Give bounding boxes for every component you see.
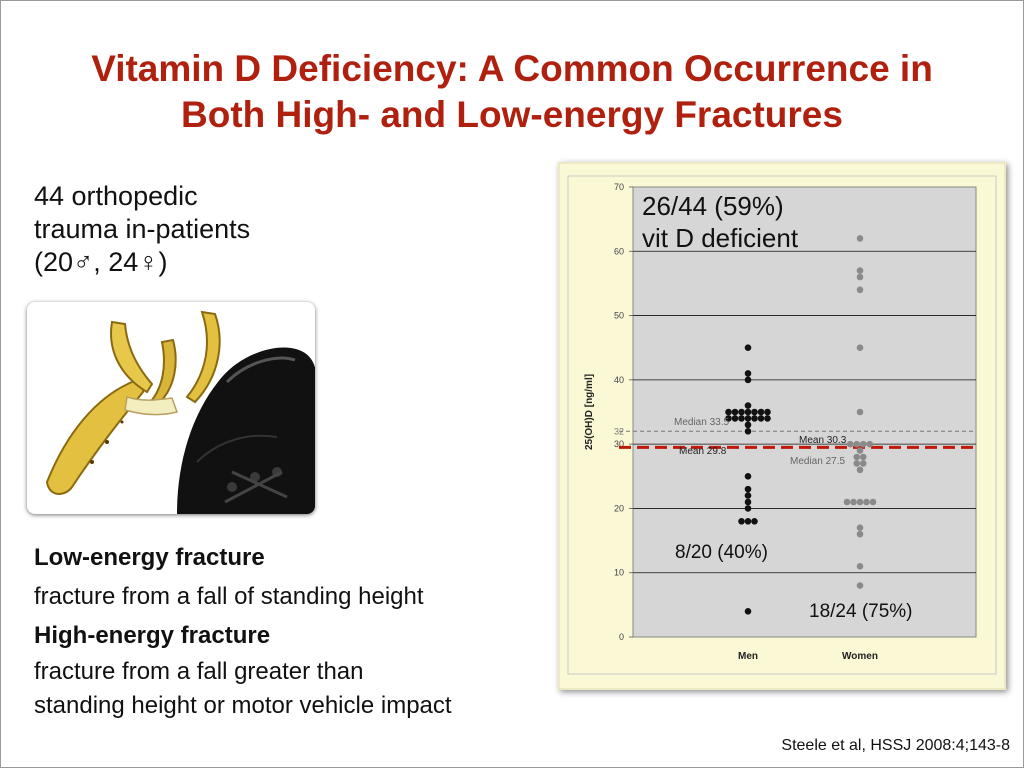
title-line-1: Vitamin D Deficiency: A Common Occurrenc… (91, 48, 933, 89)
data-point-men (764, 408, 771, 416)
data-point-men (744, 517, 752, 525)
data-point-women (853, 453, 861, 461)
data-point-men (731, 408, 739, 416)
data-point-women (856, 524, 864, 532)
data-point-men (744, 607, 752, 615)
vitamin-d-scatter-chart: 0 10 20 30 40 50 60 70 25(OH)D [ng/ml] Men Women… (558, 162, 1006, 690)
median-men-label: Median 33.5 (674, 417, 729, 428)
men-deficiency-annotation: 8/20 (40%) (675, 542, 768, 563)
y-tick-label: 0 (619, 632, 624, 642)
data-point-men (738, 408, 745, 416)
data-point-men (764, 415, 771, 422)
data-points (725, 235, 877, 615)
data-point-women (856, 273, 864, 281)
cohort-line-2: trauma in-patients (34, 214, 251, 244)
data-point-women (856, 286, 864, 294)
x-axis-categories: Men Women (738, 651, 878, 662)
data-point-men (744, 498, 752, 506)
data-point-women (856, 267, 864, 274)
y-axis-label: 25(OH)D [ng/ml] (584, 374, 595, 450)
data-point-men (744, 421, 752, 429)
y-tick-label: 20 (614, 503, 624, 513)
banana-peel-and-shoe-icon (45, 310, 315, 514)
data-point-women (856, 582, 864, 589)
data-point-men (744, 344, 752, 352)
overall-deficiency-line-2: vit D deficient (642, 223, 799, 253)
y-tick-label: 50 (614, 311, 624, 321)
data-point-men (751, 517, 758, 525)
data-point-men (744, 505, 752, 512)
data-point-men (744, 472, 752, 480)
overall-deficiency-line-1: 26/44 (59%) (642, 191, 784, 221)
plot-area (632, 186, 977, 638)
data-point-women (856, 562, 864, 570)
y-tick-label: 10 (614, 568, 624, 578)
data-point-women (853, 440, 861, 448)
data-point-women (856, 408, 864, 416)
data-point-women (856, 530, 864, 538)
data-point-men (744, 402, 752, 409)
y-tick-label: 30 (614, 439, 624, 449)
chart-area-frame (567, 175, 997, 675)
chart-panel: 0 10 20 30 40 50 60 70 25(OH)D [ng/ml] Men Women… (558, 162, 1006, 690)
data-point-women (856, 466, 864, 474)
citation: Steele et al, HSSJ 2008:4;143-8 (781, 737, 1010, 754)
data-point-men (751, 408, 758, 416)
slide-title: Vitamin D Deficiency: A Common Occurrenc… (0, 46, 1024, 138)
data-point-women (843, 498, 851, 506)
data-point-men (738, 517, 745, 525)
x-category-label: Men (738, 651, 758, 662)
low-energy-description: fracture from a fall of standing height (34, 583, 424, 610)
data-point-women (850, 498, 857, 506)
data-point-women (853, 460, 861, 467)
data-point-women (859, 453, 867, 461)
data-point-women (856, 498, 864, 506)
data-point-men (731, 415, 739, 422)
x-category-label: Women (842, 651, 878, 662)
mean-men-label: Mean 29.8 (679, 446, 727, 457)
data-point-men (744, 492, 752, 499)
data-point-women (859, 440, 867, 448)
high-energy-description-line-2: standing height or motor vehicle impact (34, 692, 452, 719)
data-point-women (856, 447, 864, 454)
data-point-men (744, 485, 752, 493)
data-point-men (725, 415, 732, 422)
data-point-women (856, 235, 864, 242)
cohort-description: 44 orthopedic trauma in-patients (20♂, 2… (34, 180, 250, 279)
chart-panel-frame (558, 162, 1006, 690)
data-point-men (744, 376, 752, 384)
grid-lines (633, 250, 976, 574)
high-energy-term: High-energy fracture (34, 622, 271, 649)
data-point-women (866, 440, 874, 448)
data-point-women (856, 344, 864, 352)
y-axis-ticks: 0 10 20 30 40 50 60 70 (614, 182, 633, 642)
banana-peel-and-shoe-image (27, 302, 315, 514)
data-point-women (869, 498, 877, 506)
cohort-line-1: 44 orthopedic (34, 181, 198, 211)
high-energy-description-line-1: fracture from a fall greater than (34, 658, 364, 685)
median-women-label: Median 27.5 (790, 456, 845, 467)
title-line-2: Both High- and Low-energy Fractures (181, 94, 843, 135)
fracture-definitions: Low-energy fracture fracture from a fall… (34, 538, 452, 723)
threshold-label: 32 (614, 426, 624, 436)
mean-women-label: Mean 30.3 (799, 435, 847, 446)
data-point-men (725, 408, 732, 416)
cohort-line-3: (20♂, 24♀) (34, 247, 168, 277)
data-point-women (859, 460, 867, 467)
y-tick-label: 60 (614, 246, 624, 256)
data-point-women (863, 498, 870, 506)
data-point-men (757, 408, 765, 416)
women-deficiency-annotation: 18/24 (75%) (809, 601, 913, 622)
low-energy-term: Low-energy fracture (34, 544, 265, 571)
y-tick-label: 70 (614, 182, 624, 192)
data-point-men (738, 415, 745, 422)
data-point-women (846, 440, 854, 448)
y-tick-label: 40 (614, 375, 624, 385)
data-point-men (751, 415, 758, 422)
data-point-men (744, 427, 752, 435)
data-point-men (744, 415, 752, 422)
data-point-men (757, 415, 765, 422)
data-point-men (744, 408, 752, 416)
data-point-men (744, 370, 752, 377)
